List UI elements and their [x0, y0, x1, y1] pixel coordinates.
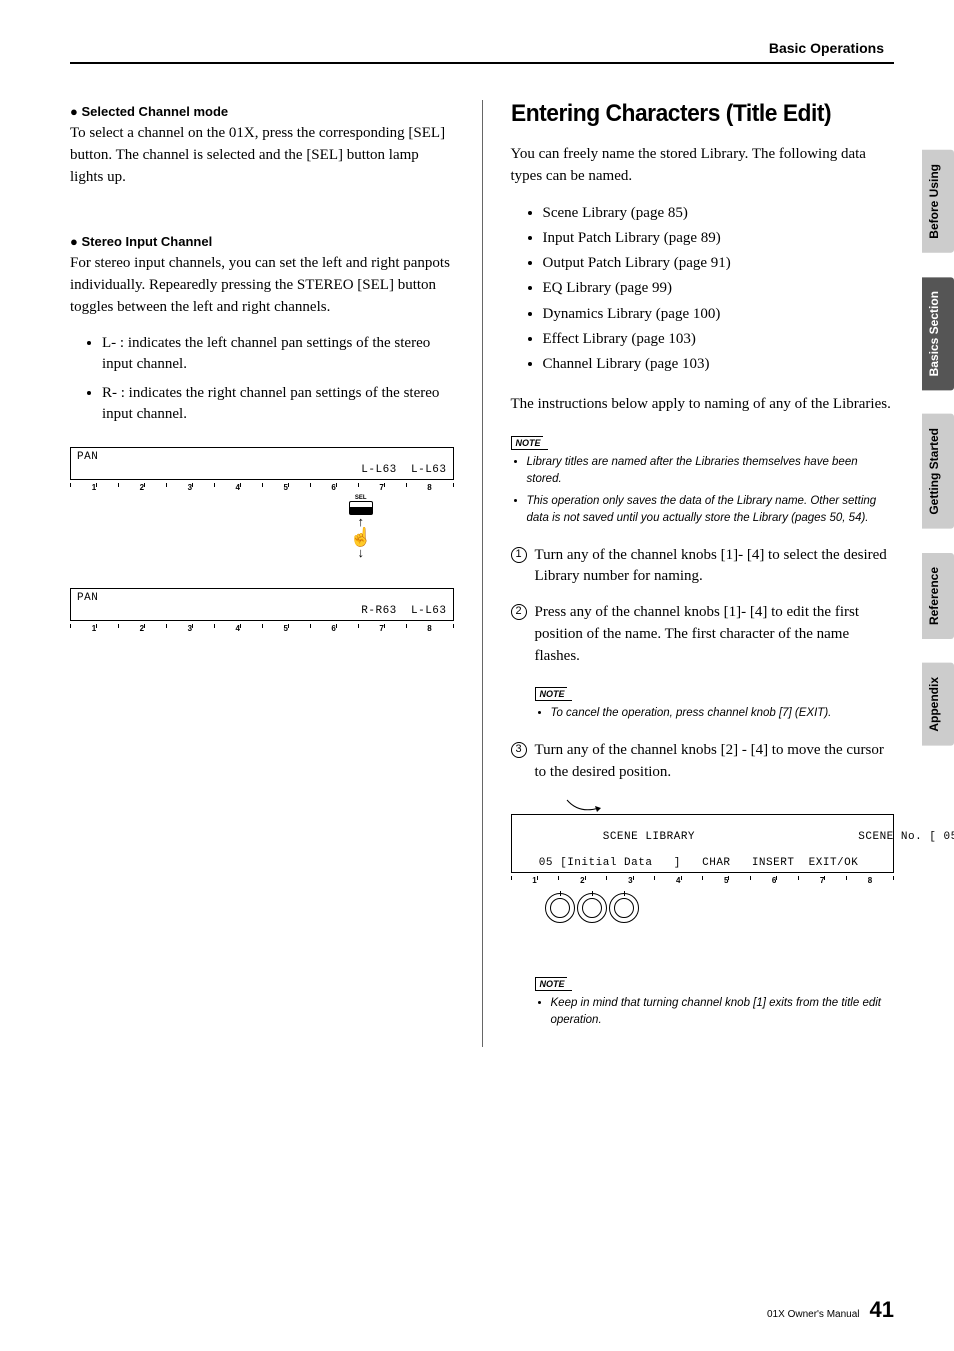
lcd-text: SCENE LIBRARY	[603, 831, 784, 844]
list-item: Effect Library (page 103)	[543, 328, 895, 351]
chan-num: 8	[406, 483, 454, 492]
chan-num: 1	[70, 624, 118, 633]
chan-num: 5	[262, 483, 310, 492]
list-item: EQ Library (page 99)	[543, 277, 895, 300]
knob-icon	[545, 893, 575, 923]
chan-num: 3	[166, 624, 214, 633]
chan-num: 4	[214, 483, 262, 492]
library-list: Scene Library (page 85) Input Patch Libr…	[511, 202, 895, 377]
para-sel-channel: To select a channel on the 01X, press th…	[70, 123, 454, 188]
chan-num: 3	[166, 483, 214, 492]
list-item: R- : indicates the right channel pan set…	[102, 383, 454, 425]
list-item: Channel Library (page 103)	[543, 353, 895, 376]
note-list: Keep in mind that turning channel knob […	[535, 995, 895, 1028]
channel-strip: 1 2 3 4 5 6 7 8	[70, 480, 454, 492]
tab-reference[interactable]: Reference	[922, 553, 954, 639]
chan-num: 4	[654, 876, 702, 885]
knob-icon	[577, 893, 607, 923]
running-header: Basic Operations	[70, 40, 894, 62]
step-text: Press any of the channel knobs [1]- [4] …	[535, 602, 895, 667]
chan-num: 1	[70, 483, 118, 492]
note-item: To cancel the operation, press channel k…	[551, 705, 895, 722]
note-item: Library titles are named after the Libra…	[527, 454, 895, 487]
section-title: Entering Characters (Title Edit)	[511, 100, 875, 128]
list-item: Output Patch Library (page 91)	[543, 252, 895, 275]
tab-getting-started[interactable]: Getting Started	[922, 414, 954, 529]
note-icon: NOTE	[511, 436, 548, 450]
channel-strip: 1 2 3 4 5 6 7 8	[70, 621, 454, 633]
para-applies: The instructions below apply to naming o…	[511, 394, 895, 416]
list-item: Scene Library (page 85)	[543, 202, 895, 225]
sel-button: SEL	[349, 495, 373, 515]
step-3: 3 Turn any of the channel knobs [2] - [4…	[511, 740, 895, 784]
chan-num: 6	[310, 483, 358, 492]
step-number-icon: 2	[511, 604, 527, 620]
chan-num: 3	[606, 876, 654, 885]
header-rule	[70, 62, 894, 64]
chan-num: 5	[262, 624, 310, 633]
para-intro: You can freely name the stored Library. …	[511, 144, 895, 188]
knob-icon	[609, 893, 639, 923]
left-column: Selected Channel mode To select a channe…	[70, 100, 454, 1047]
right-column: Entering Characters (Title Edit) You can…	[511, 100, 895, 1047]
side-tabs: Before Using Basics Section Getting Star…	[922, 150, 954, 745]
step-text: Turn any of the channel knobs [2] - [4] …	[535, 740, 895, 784]
page-footer: 01X Owner's Manual 41	[767, 1297, 894, 1323]
chan-num: 8	[406, 624, 454, 633]
chan-num: 7	[358, 624, 406, 633]
page-number: 41	[870, 1297, 894, 1323]
down-arrow-icon: ↓	[349, 546, 373, 559]
lcd-text: SCENE No. [ 05]	[784, 831, 954, 844]
step-number-icon: 3	[511, 742, 527, 758]
column-divider	[482, 100, 483, 1047]
list-item: Dynamics Library (page 100)	[543, 303, 895, 326]
lcd-pan-right: PAN R-R63 L-L63 1 2 3 4 5 6 7 8	[70, 588, 454, 633]
lcd-row: 05 [Initial Data ] CHAR INSERT EXIT/OK	[518, 857, 888, 870]
step-1: 1 Turn any of the channel knobs [1]- [4]…	[511, 545, 895, 589]
note-item: This operation only saves the data of th…	[527, 493, 895, 526]
subhead-selected-channel: Selected Channel mode	[70, 104, 454, 119]
step-number-icon: 1	[511, 547, 527, 563]
lr-list: L- : indicates the left channel pan sett…	[70, 333, 454, 425]
step-text: Turn any of the channel knobs [1]- [4] t…	[535, 545, 895, 589]
note-icon: NOTE	[535, 977, 572, 991]
chan-num: 4	[214, 624, 262, 633]
note-list: To cancel the operation, press channel k…	[535, 705, 895, 722]
lcd-pan-left: PAN L-L63 L-L63 1 2 3 4 5 6 7 8 SEL	[70, 447, 454, 570]
lcd-row: R-R63 L-L63	[77, 605, 447, 618]
chan-num: 2	[118, 624, 166, 633]
chan-num: 7	[358, 483, 406, 492]
list-item: L- : indicates the left channel pan sett…	[102, 333, 454, 375]
channel-strip: 1 2 3 4 5 6 7 8	[511, 873, 895, 885]
chan-num: 6	[310, 624, 358, 633]
tab-appendix[interactable]: Appendix	[922, 663, 954, 746]
knob-row	[545, 893, 895, 923]
subhead-stereo-input: Stereo Input Channel	[70, 234, 454, 249]
list-item: Input Patch Library (page 89)	[543, 227, 895, 250]
manual-name: 01X Owner's Manual	[767, 1309, 860, 1320]
chan-num: 6	[750, 876, 798, 885]
chan-num: 7	[798, 876, 846, 885]
chan-num: 2	[558, 876, 606, 885]
chan-num: 1	[511, 876, 559, 885]
chan-num: 8	[846, 876, 894, 885]
note-list: Library titles are named after the Libra…	[511, 454, 895, 527]
lcd-row: SCENE LIBRARYSCENE No. [ 05]	[518, 818, 888, 858]
para-stereo-input: For stereo input channels, you can set t…	[70, 253, 454, 318]
lcd-row: PAN	[77, 592, 447, 605]
note-icon: NOTE	[535, 687, 572, 701]
lcd-row: PAN	[77, 451, 447, 464]
lcd-scene-library: SCENE LIBRARYSCENE No. [ 05] 05 [Initial…	[511, 798, 895, 924]
hand-icon: ☝	[349, 528, 373, 546]
chan-num: 2	[118, 483, 166, 492]
chan-num: 5	[702, 876, 750, 885]
tab-basics-section[interactable]: Basics Section	[922, 277, 954, 390]
pointer-arrow-icon	[559, 798, 895, 816]
note-item: Keep in mind that turning channel knob […	[551, 995, 895, 1028]
lcd-row: L-L63 L-L63	[77, 464, 447, 477]
step-2: 2 Press any of the channel knobs [1]- [4…	[511, 602, 895, 667]
tab-before-using[interactable]: Before Using	[922, 150, 954, 253]
